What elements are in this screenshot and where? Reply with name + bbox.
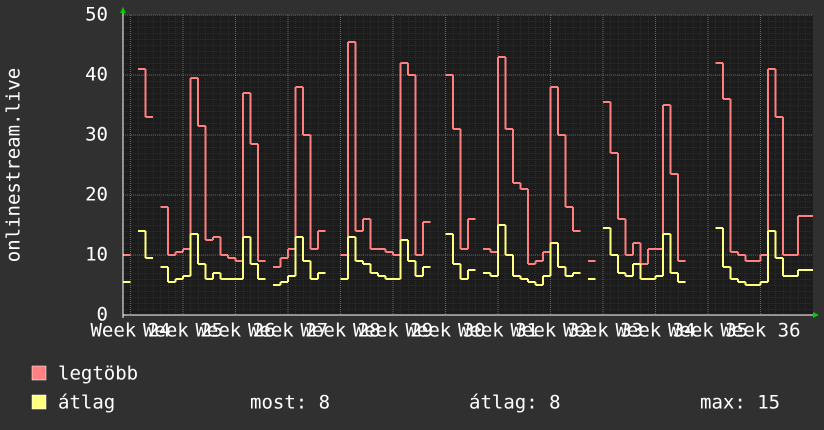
stat-label: max: 15 <box>700 392 780 414</box>
legend: legtöbb átlag most: 8 átlag: 8 max: 15 <box>31 363 780 414</box>
y-arrow <box>120 7 126 13</box>
legend-swatch <box>31 365 47 381</box>
series <box>123 41 813 268</box>
x-tick-label: Week 34 <box>615 320 695 342</box>
x-tick-label: Week 27 <box>248 320 328 342</box>
y-tick-label: 0 <box>97 304 108 326</box>
x-tick-label: Week 25 <box>143 320 223 342</box>
legend-label: legtöbb <box>58 363 138 385</box>
series <box>123 224 813 286</box>
y-tick-label: 50 <box>85 4 108 26</box>
x-tick-label: Week 28 <box>300 320 380 342</box>
plot-lines <box>123 41 813 286</box>
y-tick-label: 10 <box>85 244 108 266</box>
y-tick-label: 40 <box>85 64 108 86</box>
legend-swatch <box>31 394 47 410</box>
y-axis-label: onlinestream.live <box>3 68 25 262</box>
x-tick-label: Week 30 <box>405 320 485 342</box>
axes <box>120 7 819 318</box>
plot-area <box>123 15 813 315</box>
y-tick-label: 30 <box>85 124 108 146</box>
x-tick-label: Week 24 <box>90 320 170 342</box>
x-tick-label: Week 26 <box>195 320 275 342</box>
x-tick-label: Week 35 <box>668 320 748 342</box>
legend-label: átlag <box>58 392 115 414</box>
x-tick-label: Week 32 <box>510 320 590 342</box>
x-tick-label: Week 33 <box>563 320 643 342</box>
x-tick-label: Week 29 <box>353 320 433 342</box>
x-arrow <box>813 312 819 318</box>
x-tick-label: Week 31 <box>458 320 538 342</box>
x-tick-label: Week 36 <box>720 320 800 342</box>
stat-label: átlag: 8 <box>469 392 561 414</box>
stat-label: most: 8 <box>250 392 330 414</box>
y-tick-label: 20 <box>85 184 108 206</box>
